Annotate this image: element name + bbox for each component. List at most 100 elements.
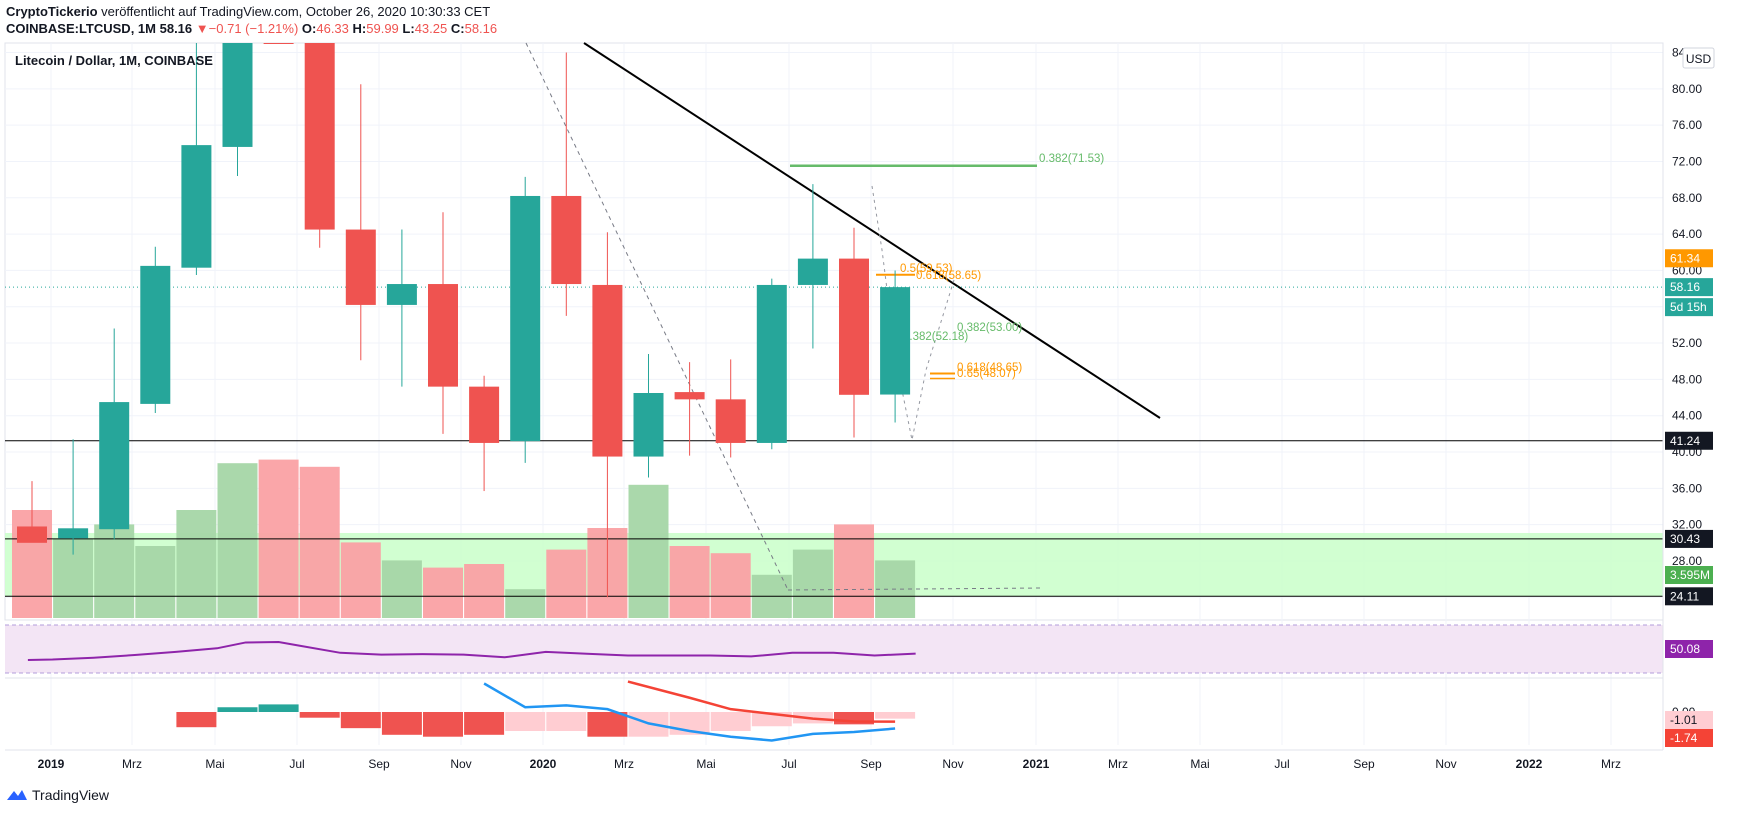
symbol-label: COINBASE:LTCUSD, 1M — [6, 21, 156, 36]
last-price: 58.16 — [159, 21, 193, 36]
volume-bar — [628, 484, 669, 618]
last-price-tag-bg — [1665, 278, 1713, 297]
time-tick-label: Nov — [450, 757, 471, 771]
candle-body[interactable] — [715, 399, 746, 443]
volume-tag: 3.595M — [1670, 568, 1710, 582]
tradingview-footer[interactable]: TradingView — [6, 787, 109, 803]
price-change: −0.71 (−1.21%) — [208, 21, 299, 36]
candle-body[interactable] — [222, 43, 253, 147]
candle-body[interactable] — [592, 284, 623, 457]
price-chart[interactable]: 0.382(71.53) 0.5(59.53)0.618(58.65) 0.382(… — [0, 0, 1738, 780]
time-tick-label: Mrz — [122, 757, 142, 771]
macd-histogram-bar — [217, 707, 258, 712]
currency-button[interactable]: USD — [1682, 47, 1715, 69]
candle-body[interactable] — [674, 392, 705, 400]
price-tick-label: 76.00 — [1672, 118, 1702, 132]
rsi-pane — [5, 624, 1663, 674]
macd-histogram-bar — [340, 712, 381, 729]
low-value: 43.25 — [414, 21, 448, 36]
candle-body[interactable] — [263, 43, 294, 44]
candle-body[interactable] — [304, 43, 335, 230]
chart-title: Litecoin / Dollar, 1M, COINBASE — [15, 53, 213, 68]
time-tick-label: Mrz — [614, 757, 634, 771]
time-tick-label: Sep — [368, 757, 390, 771]
open-value: 46.33 — [316, 21, 349, 36]
time-tick-label: 2020 — [530, 757, 557, 771]
fib-label: 0.382(52.18) — [903, 331, 968, 343]
fib-label: 0.382(71.53) — [1039, 153, 1104, 165]
rsi-line — [27, 640, 916, 661]
time-tick-label: Sep — [860, 757, 882, 771]
candle-body[interactable] — [17, 526, 47, 543]
high-value: 59.99 — [366, 21, 399, 36]
time-tick-label: Mai — [1190, 757, 1209, 771]
candle-body[interactable] — [551, 195, 582, 285]
signal-tag: -1.01 — [1670, 713, 1698, 727]
close-value: 58.16 — [464, 21, 498, 36]
close-label: C: — [450, 21, 465, 36]
candle-body[interactable] — [839, 258, 869, 395]
candle-body[interactable] — [633, 393, 664, 457]
candle-body[interactable] — [469, 386, 500, 443]
dashed-baseline — [787, 587, 1041, 591]
macd-histogram-bar — [710, 712, 751, 731]
candle-body[interactable] — [386, 284, 417, 305]
countdown-tag: 5d 15h — [1670, 300, 1707, 314]
time-axis[interactable]: 2019 Mrz Mai Jul Sep Nov 2020 Mrz Mai Jul Sep Nov 20… — [5, 749, 1663, 771]
macd-pane — [5, 677, 1663, 742]
volume-bar — [94, 524, 135, 618]
volume-bar — [135, 546, 176, 618]
candle-body[interactable] — [140, 265, 171, 404]
high-price-tag: 61.34 — [1670, 251, 1700, 265]
time-tick-label: Nov — [1435, 757, 1456, 771]
candle-body[interactable] — [181, 145, 212, 268]
rsi-band — [5, 625, 1663, 673]
down-trendline[interactable] — [583, 42, 1161, 419]
macd-histogram-bar — [505, 712, 546, 731]
volume-bar — [340, 542, 381, 618]
macd-histogram-bar — [299, 712, 340, 718]
price-tick-label: 64.00 — [1672, 227, 1702, 241]
macd-histogram-bar — [546, 712, 587, 731]
tradingview-logo-icon — [7, 790, 27, 800]
candles-layer[interactable] — [17, 43, 911, 598]
fib-label: 0.618(48.65) — [957, 362, 1022, 374]
countdown-tag-bg — [1665, 298, 1713, 317]
volume-bar — [792, 549, 833, 618]
candle-body[interactable] — [756, 284, 787, 443]
macd-histogram-bar — [381, 712, 422, 735]
down-triangle-icon: ▼ — [195, 21, 209, 36]
time-tick-label: Mrz — [1601, 757, 1621, 771]
volume-bar — [464, 564, 505, 618]
time-tick-label: Nov — [942, 757, 963, 771]
candle-body[interactable] — [345, 229, 376, 305]
candle-body[interactable] — [797, 258, 828, 285]
candle-body[interactable] — [428, 284, 458, 387]
high-price-tag-bg — [1665, 249, 1713, 268]
candle-body[interactable] — [510, 195, 541, 442]
fib-label: 0.5(59.53) — [900, 263, 953, 275]
time-tick-label: Jul — [1274, 757, 1289, 771]
support-price-tag-bg — [1665, 431, 1713, 450]
published-text: veröffentlicht auf TradingView.com, Octo… — [101, 4, 491, 19]
time-tick-label: 2022 — [1516, 757, 1543, 771]
publisher-name[interactable]: CryptoTickerio — [6, 4, 98, 19]
macd-histogram-bar — [176, 712, 217, 728]
price-tick-label: 44.00 — [1672, 409, 1702, 423]
support-price-tag: 41.24 — [1670, 434, 1700, 448]
macd-tag: -1.74 — [1670, 731, 1698, 745]
rsi-tag: 50.08 — [1670, 642, 1700, 656]
candle-body[interactable] — [58, 528, 89, 539]
price-tick-label: 32.00 — [1672, 518, 1702, 532]
fib-label: 0.65(48.07) — [957, 368, 1016, 380]
price-tick-label: 36.00 — [1672, 481, 1702, 495]
volume-bar — [505, 589, 546, 618]
price-tags: 61.34 58.16 5d 15h 41.24 30.43 3.595M 24.11 50.… — [1665, 249, 1713, 747]
time-tick-label: Jul — [781, 757, 796, 771]
rsi-tag-bg — [1665, 640, 1713, 658]
volume-bar — [546, 549, 587, 618]
candle-body[interactable] — [99, 402, 130, 530]
volume-bar — [381, 560, 422, 618]
chart-header: CryptoTickerio veröffentlicht auf Tradin… — [6, 3, 497, 37]
candle-body[interactable] — [880, 287, 911, 395]
